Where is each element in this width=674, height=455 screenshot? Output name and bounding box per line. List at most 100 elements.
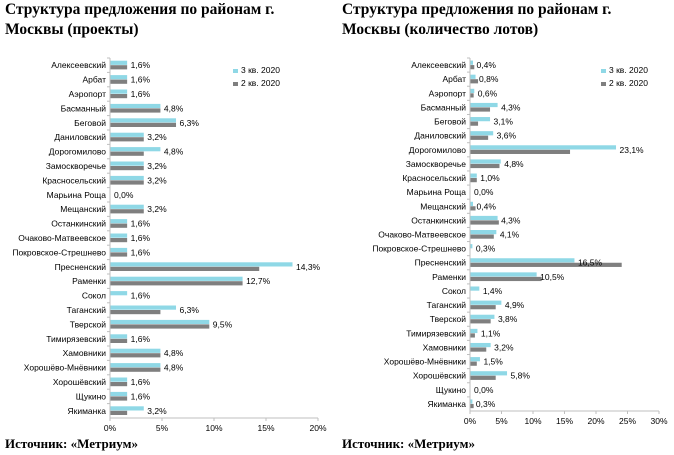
data-label: 1,6% [131,377,151,387]
bar-q2 [110,281,243,286]
category-label: Даниловский [414,131,466,141]
bar-q2 [470,305,496,310]
bar-q3 [470,230,497,235]
bar-q2 [470,178,477,183]
x-tick-label: 0% [464,416,477,426]
bar-q3 [470,88,475,93]
bar-q3 [110,132,144,137]
category-label: Тверской [70,319,106,329]
category-label: Алексеевский [411,60,466,70]
bar-q2 [470,93,474,98]
category-label: Пресненский [55,262,107,272]
category-label: Басманный [421,102,467,112]
category-label: Дорогомилово [409,145,466,155]
bar-q3 [110,276,243,281]
data-label: 12,7% [246,276,271,286]
bar-q2 [110,166,144,171]
data-label: 4,1% [500,230,520,240]
bar-q2 [110,94,128,99]
bar-q2 [110,310,161,315]
category-label: Мещанский [60,204,106,214]
bar-q3 [110,103,161,109]
category-label: Хорошёвский [413,371,466,381]
bar-q3 [110,161,144,166]
bar-q2 [470,333,475,338]
bar-q2 [110,367,161,372]
data-label: 0,3% [476,244,496,254]
source-note: Источник: «Метриум» [342,436,475,451]
bar-q3 [110,219,128,224]
category-label: Таганский [427,300,467,310]
category-label: Покровское-Стрешнево [372,244,466,254]
bar-q2 [470,135,489,140]
data-label: 4,8% [164,348,184,358]
category-label: Мещанский [420,201,466,211]
category-label: Даниловский [54,132,106,142]
category-label: Красносельский [402,173,466,183]
bar-q3 [110,363,161,368]
category-label: Очаково-Матвеевское [378,230,466,240]
data-label: 1,6% [131,89,151,99]
category-label: Аэропорт [429,88,467,98]
bar-q2 [110,108,161,113]
data-label: 1,6% [131,247,151,257]
category-label: Хорошёвский [53,377,106,387]
bar-q3 [110,291,128,296]
bar-q2 [110,122,177,127]
data-label: 4,3% [501,102,521,112]
data-label: 14,3% [296,262,321,272]
bar-q3 [110,118,177,123]
data-label: 16,5% [578,258,603,268]
bar-q2 [110,396,128,401]
bar-q3 [110,233,128,238]
data-label: 1,6% [131,75,151,85]
data-label: 4,8% [164,363,184,373]
category-label: Останкинский [411,215,466,225]
data-label: 1,1% [481,328,501,338]
bar-q2 [110,209,144,214]
data-label: 1,5% [483,357,503,367]
data-label: 6,3% [180,305,200,315]
bar-q2 [110,338,128,343]
bar-q3 [110,89,128,94]
category-label: Щукино [436,385,467,395]
bar-q2 [110,266,260,271]
data-label: 1,4% [483,286,503,296]
data-label: 1,6% [131,334,151,344]
bar-q3 [110,334,128,339]
category-label: Очаково-Матвеевское [18,233,106,243]
data-label: 0,8% [479,74,499,84]
source-note: Источник: «Метриум» [5,436,138,451]
data-label: 0,4% [477,60,497,70]
bar-q2 [470,220,499,225]
bar-q2 [470,65,475,70]
bar-q3 [110,60,128,65]
category-label: Раменки [72,276,106,286]
bar-q3 [110,305,177,310]
category-label: Дорогомилово [49,147,106,157]
bar-q2 [110,410,128,415]
x-tick-label: 15% [556,416,573,426]
legend-label: 3 кв. 2020 [241,65,280,75]
bar-q2 [470,347,487,352]
legend-label: 3 кв. 2020 [609,65,648,75]
legend-label: 2 кв. 2020 [609,78,648,88]
bar-q3 [110,406,144,411]
category-label: Алексеевский [51,60,106,70]
data-label: 3,6% [497,131,517,141]
category-label: Хорошёво-Мнёвники [384,357,466,367]
bar-q3 [470,244,473,249]
chart-panel-lots: Структура предложения по районам г. Моск… [337,0,674,455]
data-label: 0,0% [474,187,494,197]
data-label: 1,6% [131,60,151,70]
bar-q3 [470,159,501,164]
bar-q2 [470,79,479,84]
bar-q2 [470,375,496,380]
bar-q3 [470,272,537,277]
x-tick-label: 10% [205,423,222,433]
category-label: Раменки [432,272,466,282]
category-label: Красносельский [42,175,106,185]
bar-q2 [470,121,479,126]
bar-q2 [470,149,571,154]
bar-q3 [110,147,161,152]
